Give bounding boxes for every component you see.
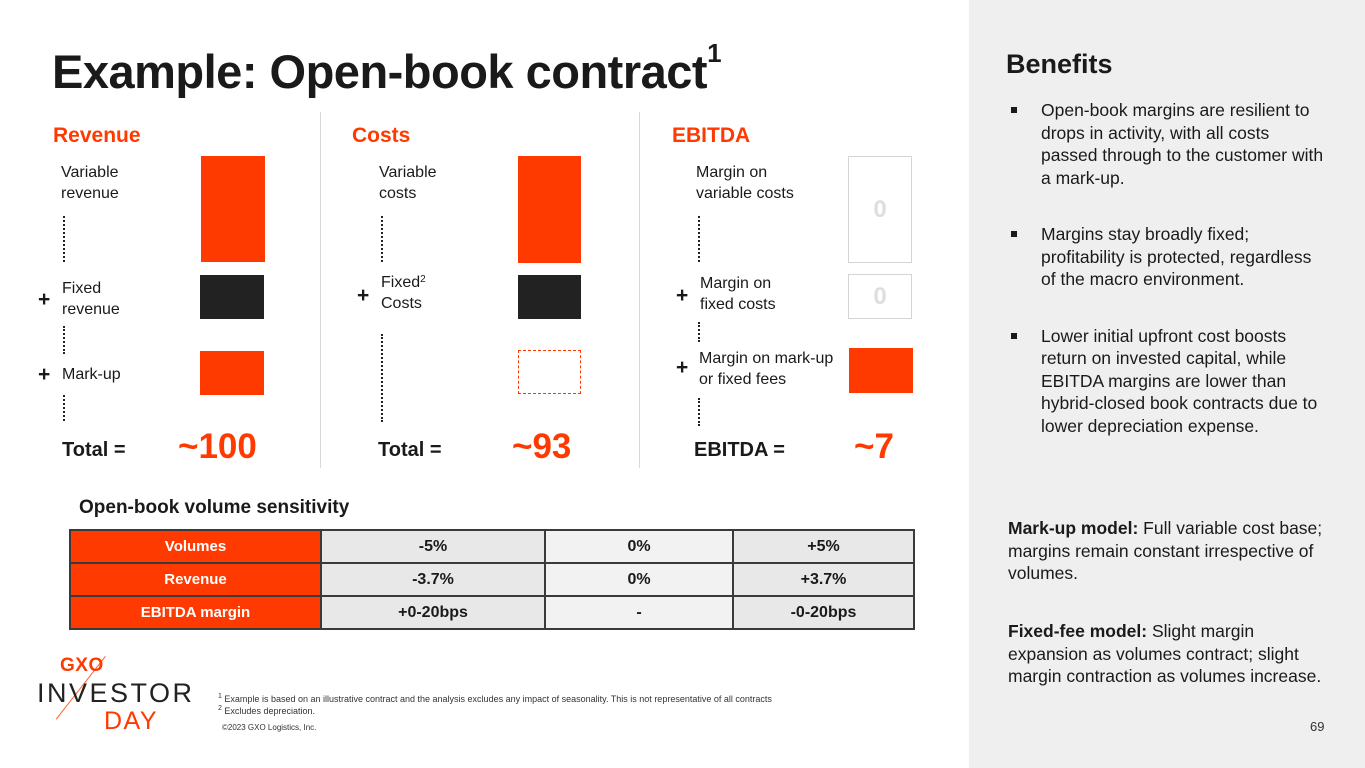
logo-brand: GXO — [60, 655, 104, 676]
costs-heading: Costs — [352, 124, 411, 147]
table-cell: 0% — [544, 562, 734, 597]
column-divider — [639, 112, 640, 468]
copyright: ©2023 GXO Logistics, Inc. — [222, 723, 317, 732]
table-cell: -3.7% — [320, 562, 546, 597]
table-cell: 0% — [544, 529, 734, 564]
table-cell: - — [544, 595, 734, 630]
column-divider — [320, 112, 321, 468]
revenue-total-value: ~100 — [178, 427, 257, 466]
markup-label: Mark-up — [62, 366, 121, 383]
bullet-icon — [1011, 231, 1017, 237]
plus-sign: + — [676, 356, 689, 379]
dotted-connector — [63, 395, 65, 421]
revenue-heading: Revenue — [53, 124, 141, 147]
footnote-1: 1 Example is based on an illustrative co… — [218, 693, 772, 704]
fixed-costs-label: Fixed2 Costs — [381, 274, 426, 312]
ebitda-total-label: EBITDA = — [694, 439, 785, 461]
ebitda-heading: EBITDA — [672, 124, 751, 147]
logo-investor: INVESTOR — [37, 678, 195, 708]
dotted-connector — [698, 216, 700, 262]
fixed-revenue-bar — [200, 275, 264, 319]
plus-sign: + — [676, 284, 689, 307]
variable-revenue-label: Variable revenue — [61, 164, 119, 202]
table-cell: +3.7% — [732, 562, 915, 597]
dotted-connector — [698, 398, 700, 426]
dotted-connector — [63, 216, 65, 262]
table-cell: -0-20bps — [732, 595, 915, 630]
bullet-icon — [1011, 107, 1017, 113]
logo-day: DAY — [104, 707, 159, 735]
row-header: Volumes — [69, 529, 322, 564]
markup-bar — [200, 351, 264, 395]
dotted-connector — [63, 326, 65, 354]
benefits-title: Benefits — [1006, 49, 1113, 79]
sensitivity-table: Volumes -5% 0% +5% Revenue -3.7% 0% +3.7… — [69, 529, 915, 630]
plus-sign: + — [38, 288, 51, 311]
plus-sign: + — [357, 284, 370, 307]
dotted-connector — [381, 216, 383, 262]
table-cell: -5% — [320, 529, 546, 564]
variable-revenue-bar — [201, 156, 265, 262]
plus-sign: + — [38, 363, 51, 386]
footnote-2: 2 Excludes depreciation. — [218, 705, 315, 716]
margin-fixed-costs-box: 0 — [848, 274, 912, 319]
benefits-panel — [969, 0, 1365, 768]
dotted-connector — [381, 334, 383, 422]
revenue-total-label: Total = — [62, 439, 126, 461]
table-cell: +5% — [732, 529, 915, 564]
row-header: EBITDA margin — [69, 595, 322, 630]
margin-markup-bar — [849, 348, 913, 393]
margin-variable-costs-label: Margin on variable costs — [696, 164, 794, 202]
table-row: Revenue -3.7% 0% +3.7% — [69, 562, 915, 597]
markup-placeholder-box — [518, 350, 581, 394]
margin-variable-costs-box: 0 — [848, 156, 912, 263]
page-title: Example: Open-book contract1 — [52, 38, 722, 98]
costs-total-label: Total = — [378, 439, 442, 461]
dotted-connector — [698, 322, 700, 342]
list-item: Margins stay broadly fixed; profitabilit… — [1010, 223, 1330, 291]
margin-markup-label: Margin on mark-up or fixed fees — [699, 350, 834, 388]
benefits-list: Open-book margins are resilient to drops… — [1010, 99, 1330, 471]
sensitivity-title: Open-book volume sensitivity — [79, 497, 350, 518]
fixed-costs-bar — [518, 275, 581, 319]
variable-costs-label: Variable costs — [379, 164, 437, 202]
row-header: Revenue — [69, 562, 322, 597]
variable-costs-bar — [518, 156, 581, 263]
table-row: Volumes -5% 0% +5% — [69, 529, 915, 564]
list-item: Lower initial upfront cost boosts return… — [1010, 325, 1330, 438]
page-number: 69 — [1310, 719, 1325, 734]
bullet-icon — [1011, 332, 1017, 339]
markup-model-text: Mark-up model: Full variable cost base; … — [1008, 518, 1323, 583]
list-item: Open-book margins are resilient to drops… — [1010, 99, 1330, 189]
table-row: EBITDA margin +0-20bps - -0-20bps — [69, 595, 915, 630]
fixed-fee-model-text: Fixed-fee model: Slight margin expansion… — [1008, 621, 1322, 686]
ebitda-total-value: ~7 — [854, 427, 894, 466]
table-cell: +0-20bps — [320, 595, 546, 630]
margin-fixed-costs-label: Margin on fixed costs — [700, 275, 776, 313]
fixed-revenue-label: Fixed revenue — [62, 280, 120, 318]
costs-total-value: ~93 — [512, 427, 572, 466]
